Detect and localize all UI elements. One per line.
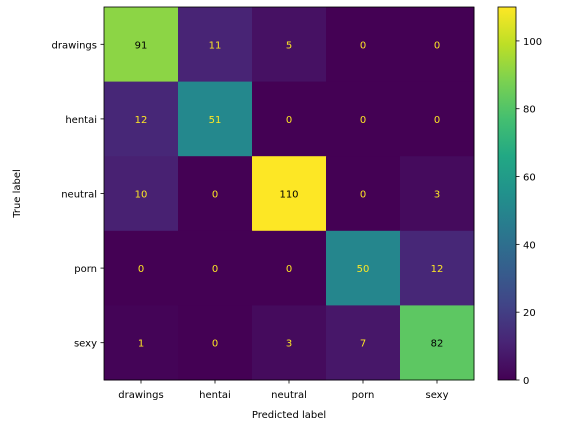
colorbar-tick-label: 60 — [523, 173, 536, 184]
cell-value-label: 0 — [212, 339, 218, 350]
heatmap-cell — [104, 7, 179, 83]
y-tick-label: neutral — [61, 190, 97, 201]
y-tick-label: drawings — [52, 40, 97, 51]
heatmap-cell — [252, 230, 327, 306]
colorbar-tick-label: 80 — [523, 105, 536, 116]
heatmap-cell — [104, 81, 179, 157]
heatmap-cell — [326, 81, 401, 157]
cell-value-label: 0 — [286, 264, 292, 275]
heatmap-cell — [104, 305, 179, 381]
cell-value-label: 0 — [360, 190, 366, 201]
y-axis-ticks: drawings hentai neutral porn sexy — [52, 40, 104, 350]
heatmap-cell — [400, 305, 475, 381]
heatmap-cell — [178, 81, 253, 157]
x-axis-ticks: drawings hentai neutral porn sexy — [118, 380, 449, 401]
heatmap-cell — [326, 230, 401, 306]
cell-value-label: 51 — [209, 115, 222, 126]
heatmap-cell — [326, 156, 401, 232]
y-tick-label: porn — [74, 264, 97, 275]
cell-value-label: 0 — [434, 115, 440, 126]
cell-value-label: 3 — [434, 190, 440, 201]
cell-value-label: 0 — [138, 264, 144, 275]
x-tick-label: drawings — [118, 390, 163, 401]
heatmap-cell — [104, 230, 179, 306]
cell-value-label: 0 — [212, 264, 218, 275]
heatmap-cell — [252, 7, 327, 83]
cell-value-label: 12 — [431, 264, 444, 275]
cell-value-label: 110 — [279, 190, 298, 201]
heatmap-cell — [252, 81, 327, 157]
cell-value-label: 50 — [357, 264, 370, 275]
colorbar-tick-label: 100 — [523, 37, 542, 48]
colorbar-ticks: 0 20 40 60 80 100 — [516, 37, 542, 387]
cell-value-label: 0 — [286, 115, 292, 126]
heatmap-cell-labels: 91 11 5 0 012 51 0 0 010 0 110 0 30 0 0 50 121 0 3 7 82 — [135, 40, 444, 349]
x-tick-label: neutral — [271, 390, 307, 401]
colorbar-tick-label: 20 — [523, 308, 536, 319]
heatmap-cell — [400, 230, 475, 306]
x-tick-label: porn — [352, 390, 375, 401]
heatmap-cell — [252, 156, 327, 232]
x-axis-label: Predicted label — [252, 410, 326, 421]
x-tick-label: hentai — [199, 390, 231, 401]
y-tick-label: hentai — [65, 115, 97, 126]
cell-value-label: 12 — [135, 115, 148, 126]
heatmap-cell — [326, 7, 401, 83]
y-axis-label: True label — [12, 169, 23, 219]
cell-value-label: 1 — [138, 339, 144, 350]
cell-value-label: 7 — [360, 339, 366, 350]
heatmap-cell — [400, 7, 475, 83]
heatmap-cell — [326, 305, 401, 381]
cell-value-label: 0 — [434, 40, 440, 51]
cell-value-label: 0 — [360, 115, 366, 126]
x-tick-label: sexy — [425, 390, 448, 401]
colorbar-tick-label: 0 — [523, 376, 529, 387]
cell-value-label: 10 — [135, 190, 148, 201]
heatmap-cell — [400, 81, 475, 157]
heatmap-cell — [178, 7, 253, 83]
heatmap-cells — [104, 7, 475, 381]
colorbar — [497, 6, 517, 381]
y-tick-label: sexy — [74, 339, 97, 350]
cell-value-label: 3 — [286, 339, 292, 350]
heatmap-cell — [104, 156, 179, 232]
cell-value-label: 91 — [135, 40, 148, 51]
cell-value-label: 0 — [360, 40, 366, 51]
heatmap-cell — [178, 230, 253, 306]
heatmap-cell — [178, 305, 253, 381]
cell-value-label: 82 — [431, 339, 444, 350]
cell-value-label: 0 — [212, 190, 218, 201]
heatmap-cell — [178, 156, 253, 232]
heatmap-cell — [252, 305, 327, 381]
heatmap-cell — [400, 156, 475, 232]
cell-value-label: 5 — [286, 40, 292, 51]
cell-value-label: 11 — [209, 40, 222, 51]
colorbar-tick-label: 40 — [523, 240, 536, 251]
